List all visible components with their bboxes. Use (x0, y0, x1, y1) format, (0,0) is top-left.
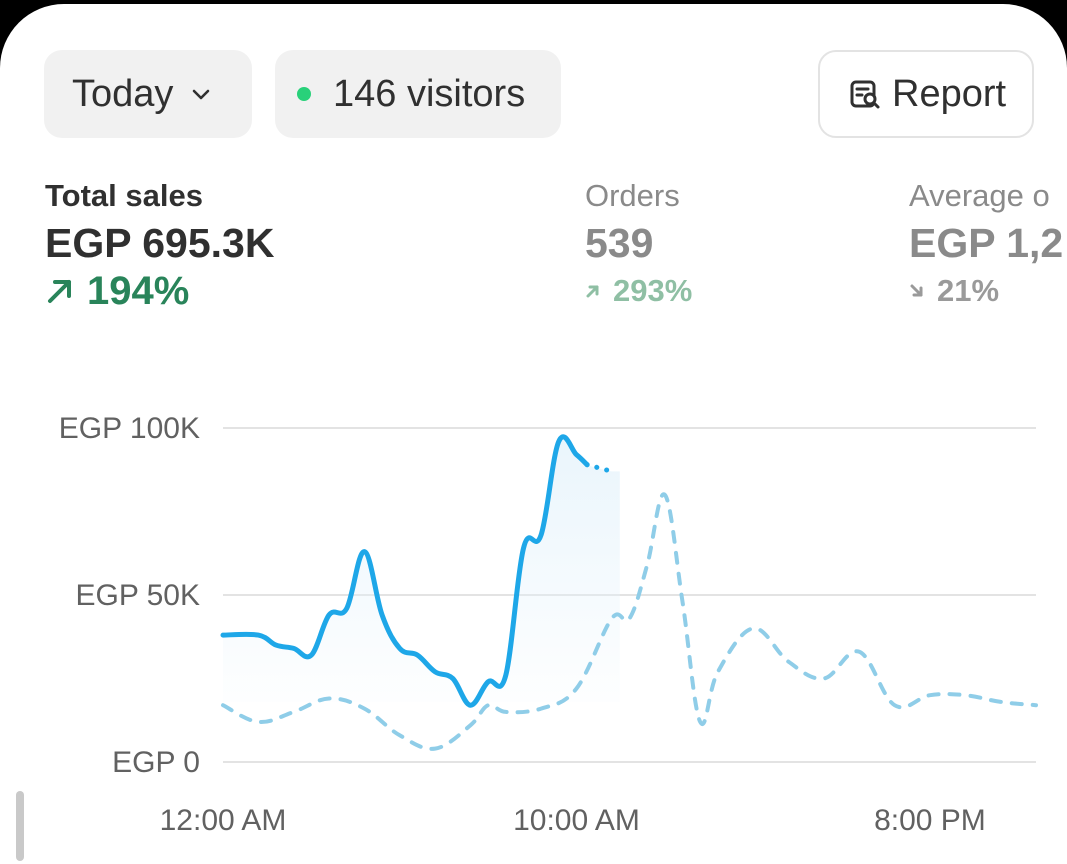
metric-average-order-value[interactable]: Average o EGP 1,2 21% (909, 176, 1063, 312)
arrow-up-right-icon (586, 285, 599, 298)
metric-total-sales[interactable]: Total sales EGP 695.3K 194% (45, 176, 274, 312)
y-tick-label: EGP 50K (75, 579, 200, 612)
series-line-today (220, 434, 590, 708)
live-status-dot (297, 87, 311, 101)
x-tick-label: 8:00 PM (874, 804, 986, 837)
series-line-comparison (221, 492, 1038, 751)
metric-orders[interactable]: Orders 539 293% (585, 176, 692, 312)
metric-value: 539 (585, 220, 654, 266)
metric-delta-value: 194% (87, 269, 190, 313)
x-tick-label: 10:00 AM (513, 804, 640, 837)
series-line-today-projection (584, 462, 615, 474)
date-range-dropdown[interactable]: Today (44, 50, 252, 138)
report-button[interactable]: Report (818, 50, 1034, 138)
metric-delta: 21% (909, 270, 1063, 312)
metric-label: Average o (909, 178, 1050, 213)
visitors-count: 146 visitors (333, 72, 526, 115)
y-tick-label: EGP 0 (112, 746, 200, 779)
analytics-card: Today 146 visitors Report Total sales EG… (0, 4, 1067, 864)
metric-value: EGP 1,2 (909, 220, 1064, 266)
metric-delta: 194% (45, 270, 274, 312)
metric-label: Orders (585, 178, 680, 213)
date-range-label: Today (72, 72, 174, 115)
chevron-down-icon (191, 87, 211, 101)
report-search-icon (848, 77, 882, 111)
scrollbar-thumb[interactable] (16, 791, 24, 861)
x-tick-label: 12:00 AM (160, 804, 287, 837)
report-label: Report (892, 72, 1007, 115)
metric-delta: 293% (585, 270, 692, 312)
arrow-up-right-icon (48, 280, 71, 303)
metric-label: Total sales (45, 178, 203, 213)
y-tick-label: EGP 100K (59, 412, 200, 445)
metric-delta-value: 293% (613, 273, 693, 308)
metric-value: EGP 695.3K (45, 220, 275, 266)
arrow-down-right-icon (910, 284, 923, 297)
metric-delta-value: 21% (937, 273, 1000, 308)
series-area-today (223, 436, 620, 706)
sales-over-time-chart[interactable]: EGP 100K EGP 50K EGP 0 12:00 AM 10:00 AM 8:00… (0, 4, 1067, 855)
live-visitors-pill[interactable]: 146 visitors (275, 50, 561, 138)
